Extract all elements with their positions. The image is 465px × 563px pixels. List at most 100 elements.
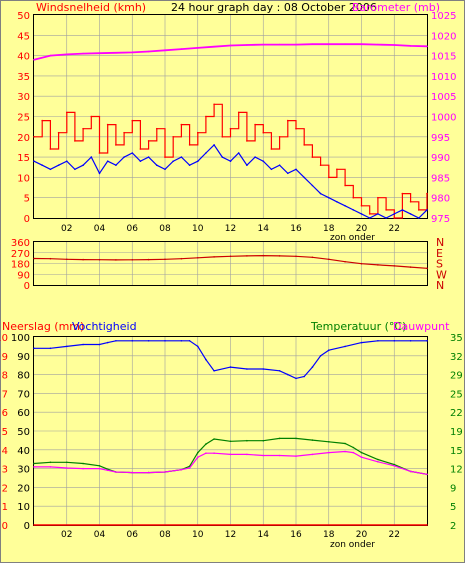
rain-tick-label: 6 (2, 408, 8, 419)
humidity-line-point (115, 340, 117, 342)
series-layer (33, 43, 428, 526)
humidity-line-point (188, 340, 191, 342)
dewpoint-line-point (188, 467, 191, 469)
x-tick-label: 10 (192, 224, 204, 234)
wind-direction-line-point (393, 265, 396, 267)
wind-average-line-point (156, 164, 158, 166)
wind-direction-line-point (344, 260, 346, 263)
humidity-tick-label: 0 (24, 521, 30, 532)
humidity-tick-label: 30 (17, 465, 30, 476)
humidity-line-point (319, 355, 322, 357)
wind-gust-line-point (221, 136, 224, 138)
dewpoint-line-point (164, 471, 166, 473)
wind-gust-line-point (98, 152, 101, 154)
wind-average-line-point (98, 172, 101, 175)
wind-gust-line-point (262, 131, 265, 134)
dewpoint-line-point (106, 469, 109, 472)
wind-gust-line-point (229, 127, 232, 130)
rain-tick-label: 7 (2, 389, 8, 400)
temperature-line-point (278, 437, 281, 440)
wind-tick-label: 35 (17, 72, 30, 83)
wind-average-line-point (344, 205, 346, 207)
wind-direction-line-point (180, 257, 183, 260)
temperature-line-point (393, 463, 396, 466)
wind-tick-label: 0 (24, 214, 30, 225)
dewpoint-line-point (311, 453, 314, 456)
x-tick-label: 20 (356, 224, 368, 234)
x-tick-label: 08 (159, 530, 171, 540)
wind-average-line-point (418, 217, 420, 219)
wind-average-line-point (426, 209, 428, 211)
wind-tick-label: 25 (17, 113, 30, 124)
wind-direction-line-point (213, 256, 215, 258)
x-tick-label: 14 (258, 530, 270, 540)
wind-direction-line-point (33, 257, 35, 260)
rain-tick-label: 5 (2, 427, 8, 438)
sunset-caption-top: zon onder (330, 233, 375, 243)
compass-label: S (436, 258, 443, 271)
temperature-tick-label: 25 (450, 389, 463, 400)
barometer-line-point (393, 44, 396, 46)
wind-gust-line-point (401, 192, 404, 195)
dewpoint-line-point (180, 468, 183, 471)
wind-gust-line-point (197, 131, 199, 134)
temperature-line-point (295, 437, 297, 440)
wind-gust-line-point (393, 217, 396, 219)
wind-average-line-point (49, 168, 52, 171)
dewpoint-line-point (393, 465, 396, 467)
rain-tick-label: 1 (2, 502, 8, 513)
wind-tick-label: 15 (17, 153, 30, 164)
temperature-line-point (352, 446, 355, 449)
humidity-line-point (426, 340, 428, 342)
humidity-tick-label: 70 (17, 389, 30, 400)
wind-direction-line-point (115, 259, 117, 261)
dewpoint-line-point (98, 467, 101, 470)
wind-direction-line-point (360, 262, 363, 265)
wind-gust-line-point (303, 144, 306, 146)
wind-average-line-point (270, 168, 273, 171)
compass-label: E (436, 247, 443, 260)
wind-gust-line-point (49, 148, 52, 150)
dewpoint-line-point (213, 452, 215, 455)
wind-average-line-point (164, 168, 166, 171)
humidity-tick-label: 50 (17, 427, 30, 438)
temperature-line-point (106, 468, 109, 471)
wind-tick-label: 30 (17, 92, 30, 103)
humidity-line-point (303, 375, 306, 378)
wind-direction-line-point (197, 257, 199, 259)
barometer-line-point (98, 52, 101, 54)
barometer-line-point (33, 58, 35, 61)
humidity-line-point (33, 347, 35, 350)
wind-gust-line-point (418, 209, 420, 211)
humidity-tick-label: 100 (11, 333, 30, 344)
wind-direction-line-point (295, 255, 297, 258)
barometer-line-point (295, 43, 297, 46)
x-tick-label: 12 (225, 224, 236, 234)
wind-tick-label: 5 (24, 194, 30, 205)
wind-gust-line-point (360, 205, 363, 207)
humidity-line-point (246, 368, 248, 370)
rain-tick-label: 10 (0, 333, 8, 344)
wind-average-line-point (188, 164, 191, 166)
humidity-axis-label: Vochtigheid (72, 320, 137, 333)
rain-axis-label: Neerslag (mm) (2, 320, 84, 333)
dewpoint-line-point (33, 466, 35, 468)
humidity-tick-label: 60 (17, 408, 30, 419)
wind-gust-line-point (66, 111, 68, 114)
wind-direction-line-point (82, 258, 84, 261)
wind-gust-line-point (188, 144, 191, 146)
wind-average-line-point (319, 192, 322, 195)
wind-gust-line-point (57, 131, 60, 134)
wind-average-line-point (229, 160, 232, 162)
wind-average-line-point (221, 156, 224, 158)
wind-direction-line-point (409, 266, 412, 268)
wind-average-line-point (352, 209, 355, 211)
humidity-tick-label: 80 (17, 371, 30, 382)
barometer-tick-label: 980 (431, 194, 450, 205)
wind-tick-label: 10 (17, 173, 30, 184)
sunset-caption-bottom: zon onder (330, 540, 375, 550)
barometer-line-point (49, 54, 52, 57)
dewpoint-line-point (246, 453, 248, 456)
wind-average-line-point (328, 196, 330, 199)
wind-direction-line-point (278, 255, 281, 257)
